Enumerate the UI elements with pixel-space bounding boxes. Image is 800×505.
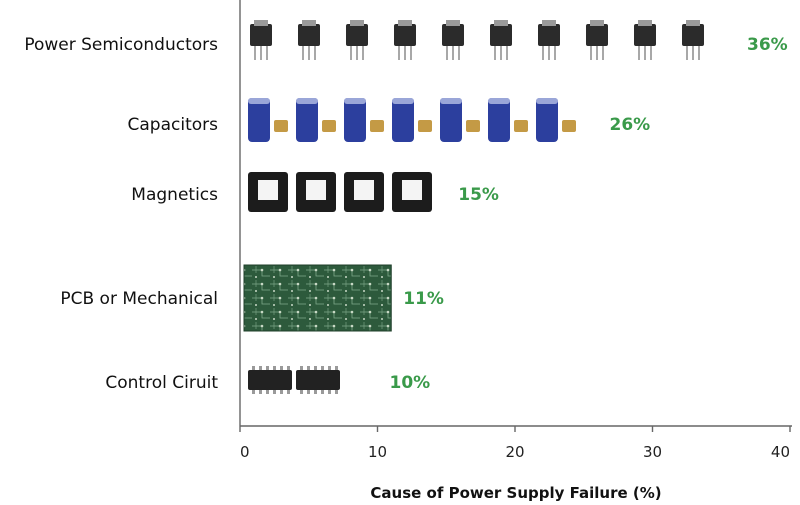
data-labels-layer: 36% 26% 15% 11% 10%: [390, 35, 788, 393]
category-label: Control Ciruit: [105, 373, 218, 393]
bar-pcb-or-mechanical: [243, 264, 392, 332]
ic-chip-icon: [296, 366, 340, 394]
x-axis-ticks: 0 10 20 30 40: [239, 426, 791, 461]
transistor-package-icon: [682, 20, 704, 60]
bar-control-ciruit: [248, 366, 340, 394]
transistor-package-icon: [490, 20, 512, 60]
data-label: 10%: [390, 373, 431, 393]
capacitor-icon: [248, 98, 288, 142]
ic-chip-icon: [248, 366, 292, 394]
bar-capacitors: [248, 98, 576, 142]
transistor-package-icon: [394, 20, 416, 60]
x-tick-label: 20: [505, 443, 524, 461]
capacitor-icon: [344, 98, 384, 142]
capacitor-icon: [296, 98, 336, 142]
transistor-package-icon: [538, 20, 560, 60]
category-label: Magnetics: [131, 185, 218, 205]
bar-power-semiconductors: [250, 20, 704, 60]
inductor-icon: [344, 172, 384, 212]
data-label: 15%: [458, 185, 499, 205]
bars-layer: [243, 20, 704, 394]
transistor-package-icon: [586, 20, 608, 60]
capacitor-icon: [536, 98, 576, 142]
transistor-package-icon: [298, 20, 320, 60]
capacitor-icon: [440, 98, 480, 142]
data-label: 26%: [610, 115, 651, 135]
category-labels-layer: Power Semiconductors Capacitors Magnetics P…: [24, 35, 218, 393]
data-label: 11%: [403, 289, 444, 309]
transistor-package-icon: [442, 20, 464, 60]
capacitor-icon: [488, 98, 528, 142]
category-label: Capacitors: [128, 115, 219, 135]
transistor-package-icon: [346, 20, 368, 60]
capacitor-icon: [392, 98, 432, 142]
category-label: Power Semiconductors: [24, 35, 218, 55]
inductor-icon: [296, 172, 336, 212]
transistor-package-icon: [634, 20, 656, 60]
data-label: 36%: [747, 35, 788, 55]
category-label: PCB or Mechanical: [60, 289, 218, 309]
x-tick-label: 0: [240, 443, 250, 461]
inductor-icon: [392, 172, 432, 212]
transistor-package-icon: [250, 20, 272, 60]
bar-magnetics: [248, 172, 432, 212]
inductor-icon: [248, 172, 288, 212]
x-tick-label: 10: [368, 443, 387, 461]
x-axis-title: Cause of Power Supply Failure (%): [370, 484, 661, 502]
x-tick-label: 30: [643, 443, 662, 461]
x-tick-label: 40: [771, 443, 790, 461]
